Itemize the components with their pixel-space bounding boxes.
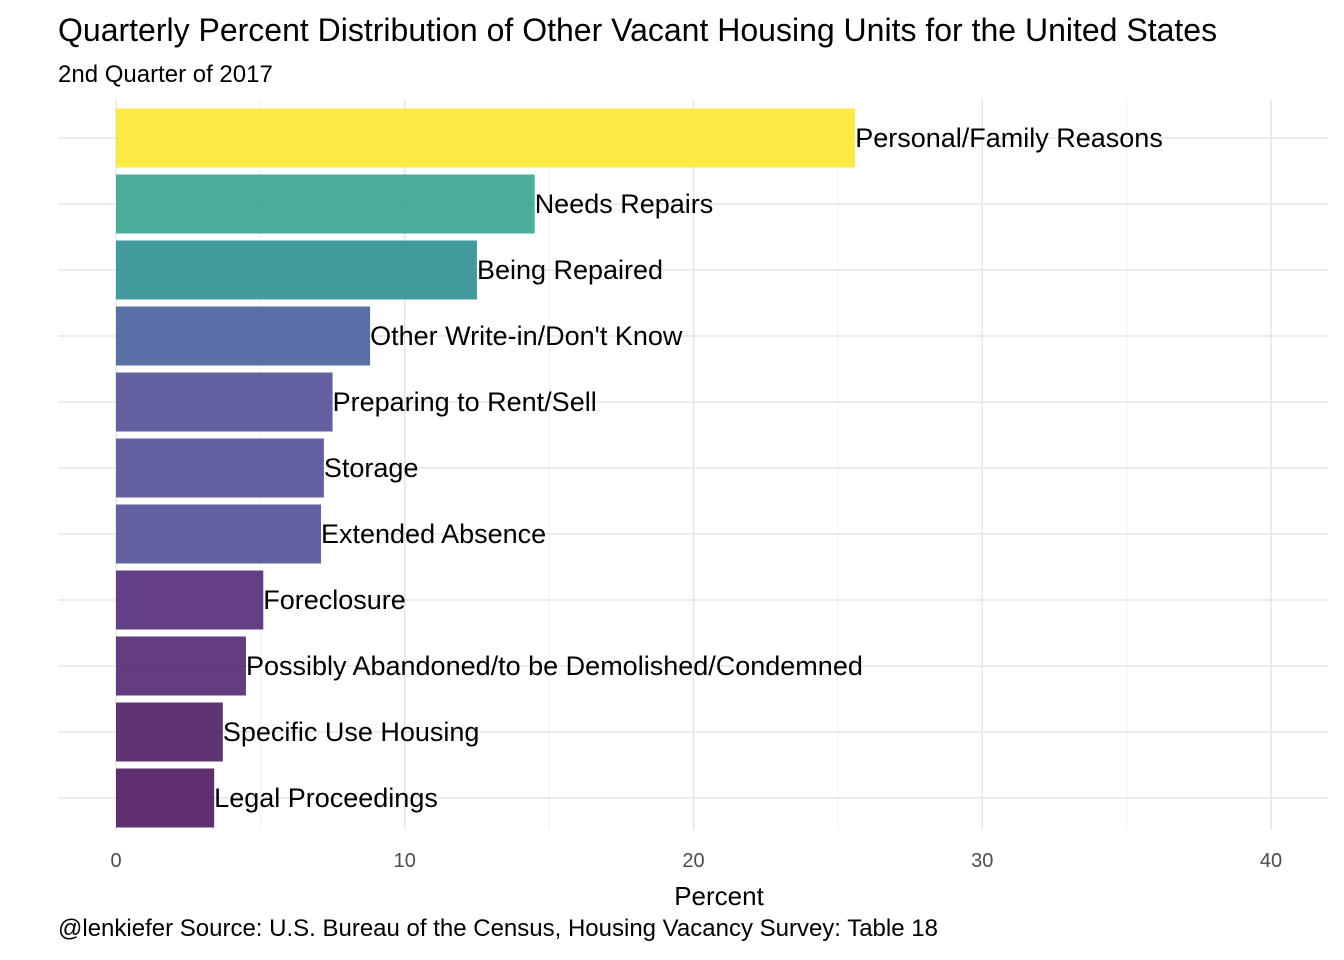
bar-label: Needs Repairs <box>535 189 714 219</box>
bar <box>116 702 223 762</box>
bar <box>116 570 264 630</box>
bar <box>116 504 322 564</box>
bar-label: Preparing to Rent/Sell <box>333 387 597 417</box>
x-tick-label: 40 <box>1260 850 1282 872</box>
bar <box>116 636 246 696</box>
x-tick-label: 20 <box>682 850 704 872</box>
bar <box>116 438 324 498</box>
bar-label: Other Write-in/Don't Know <box>370 321 683 351</box>
bar-label: Specific Use Housing <box>223 717 480 747</box>
bar <box>116 108 856 168</box>
bar-label: Extended Absence <box>321 519 546 549</box>
bar <box>116 768 215 828</box>
bar-label: Personal/Family Reasons <box>855 123 1163 153</box>
chart-caption: @lenkiefer Source: U.S. Bureau of the Ce… <box>58 915 938 942</box>
x-tick-label: 30 <box>971 850 993 872</box>
x-tick-label: 0 <box>110 850 121 872</box>
chart-title: Quarterly Percent Distribution of Other … <box>58 12 1218 48</box>
x-axis-title: Percent <box>674 881 764 911</box>
bar <box>116 306 371 366</box>
bar-label: Foreclosure <box>263 585 406 615</box>
chart-subtitle: 2nd Quarter of 2017 <box>58 61 273 88</box>
x-tick-label: 10 <box>394 850 416 872</box>
bar-label: Legal Proceedings <box>214 783 438 813</box>
bar <box>116 240 477 300</box>
bar <box>116 372 333 432</box>
bar-label: Being Repaired <box>477 255 663 285</box>
bar <box>116 174 535 234</box>
bar-label: Storage <box>324 453 419 483</box>
bar-label: Possibly Abandoned/to be Demolished/Cond… <box>246 651 863 681</box>
